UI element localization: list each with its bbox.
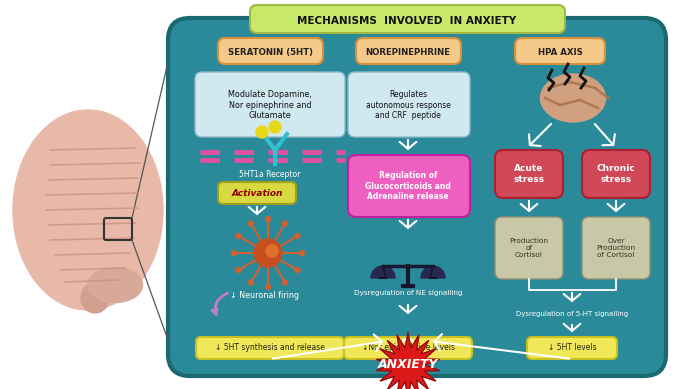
Text: ↓ 5HT levels: ↓ 5HT levels bbox=[548, 343, 596, 352]
Text: Over
Production
of Cortisol: Over Production of Cortisol bbox=[596, 238, 636, 258]
Polygon shape bbox=[376, 333, 439, 389]
FancyBboxPatch shape bbox=[356, 38, 461, 64]
Circle shape bbox=[266, 245, 278, 257]
Text: ↓ 5HT synthesis and release: ↓ 5HT synthesis and release bbox=[215, 343, 325, 352]
Text: NOREPINEPHRINE: NOREPINEPHRINE bbox=[365, 47, 450, 56]
Text: Regulation of
Glucocorticoids and
Adrenaline release: Regulation of Glucocorticoids and Adrena… bbox=[365, 171, 451, 201]
Circle shape bbox=[236, 268, 241, 273]
FancyBboxPatch shape bbox=[582, 217, 650, 279]
Text: Chronic
stress: Chronic stress bbox=[597, 164, 636, 184]
FancyBboxPatch shape bbox=[218, 38, 323, 64]
Ellipse shape bbox=[540, 74, 606, 122]
Wedge shape bbox=[421, 266, 445, 278]
FancyBboxPatch shape bbox=[515, 38, 605, 64]
Text: Production
of
Cortisol: Production of Cortisol bbox=[509, 238, 549, 258]
FancyBboxPatch shape bbox=[195, 72, 345, 137]
Circle shape bbox=[269, 121, 281, 133]
Circle shape bbox=[232, 251, 236, 256]
Circle shape bbox=[282, 221, 287, 226]
Circle shape bbox=[256, 126, 268, 138]
Ellipse shape bbox=[88, 268, 143, 303]
Text: SERATONIN (5HT): SERATONIN (5HT) bbox=[227, 47, 312, 56]
Text: Activation: Activation bbox=[232, 189, 282, 198]
Circle shape bbox=[265, 217, 270, 221]
Text: Dysregulation of 5-HT signalling: Dysregulation of 5-HT signalling bbox=[516, 311, 628, 317]
Circle shape bbox=[282, 280, 287, 285]
Text: 5HT1a Receptor: 5HT1a Receptor bbox=[239, 170, 301, 179]
FancyBboxPatch shape bbox=[348, 155, 470, 217]
FancyBboxPatch shape bbox=[527, 337, 617, 359]
Circle shape bbox=[254, 239, 282, 267]
Text: MECHANISMS  INVOLVED  IN ANXIETY: MECHANISMS INVOLVED IN ANXIETY bbox=[297, 16, 517, 26]
Circle shape bbox=[295, 268, 300, 273]
FancyBboxPatch shape bbox=[344, 337, 472, 359]
Circle shape bbox=[299, 251, 304, 256]
FancyBboxPatch shape bbox=[168, 18, 666, 376]
Circle shape bbox=[295, 233, 300, 238]
Ellipse shape bbox=[81, 283, 109, 313]
FancyBboxPatch shape bbox=[582, 150, 650, 198]
Circle shape bbox=[236, 233, 241, 238]
Text: ↓ Neuronal firing: ↓ Neuronal firing bbox=[230, 291, 299, 300]
Circle shape bbox=[249, 280, 253, 285]
Wedge shape bbox=[371, 266, 395, 278]
Text: ↓Nor epinephrine levels: ↓Nor epinephrine levels bbox=[361, 343, 454, 352]
Text: Modulate Dopamine,
Nor epinephrine and
Glutamate: Modulate Dopamine, Nor epinephrine and G… bbox=[228, 90, 312, 120]
Circle shape bbox=[265, 284, 270, 289]
FancyBboxPatch shape bbox=[348, 72, 470, 137]
FancyBboxPatch shape bbox=[495, 217, 563, 279]
FancyBboxPatch shape bbox=[218, 182, 296, 204]
Text: Acute
stress: Acute stress bbox=[513, 164, 545, 184]
FancyBboxPatch shape bbox=[495, 150, 563, 198]
Text: HPA AXIS: HPA AXIS bbox=[538, 47, 583, 56]
FancyBboxPatch shape bbox=[196, 337, 344, 359]
Text: Dysregulation of NE signalling: Dysregulation of NE signalling bbox=[354, 290, 462, 296]
Text: ANXIETY: ANXIETY bbox=[378, 359, 438, 371]
Ellipse shape bbox=[13, 110, 163, 310]
Circle shape bbox=[249, 221, 253, 226]
Text: Regulates
autonomous response
and CRF  peptide: Regulates autonomous response and CRF pe… bbox=[365, 90, 450, 120]
FancyBboxPatch shape bbox=[250, 5, 565, 33]
